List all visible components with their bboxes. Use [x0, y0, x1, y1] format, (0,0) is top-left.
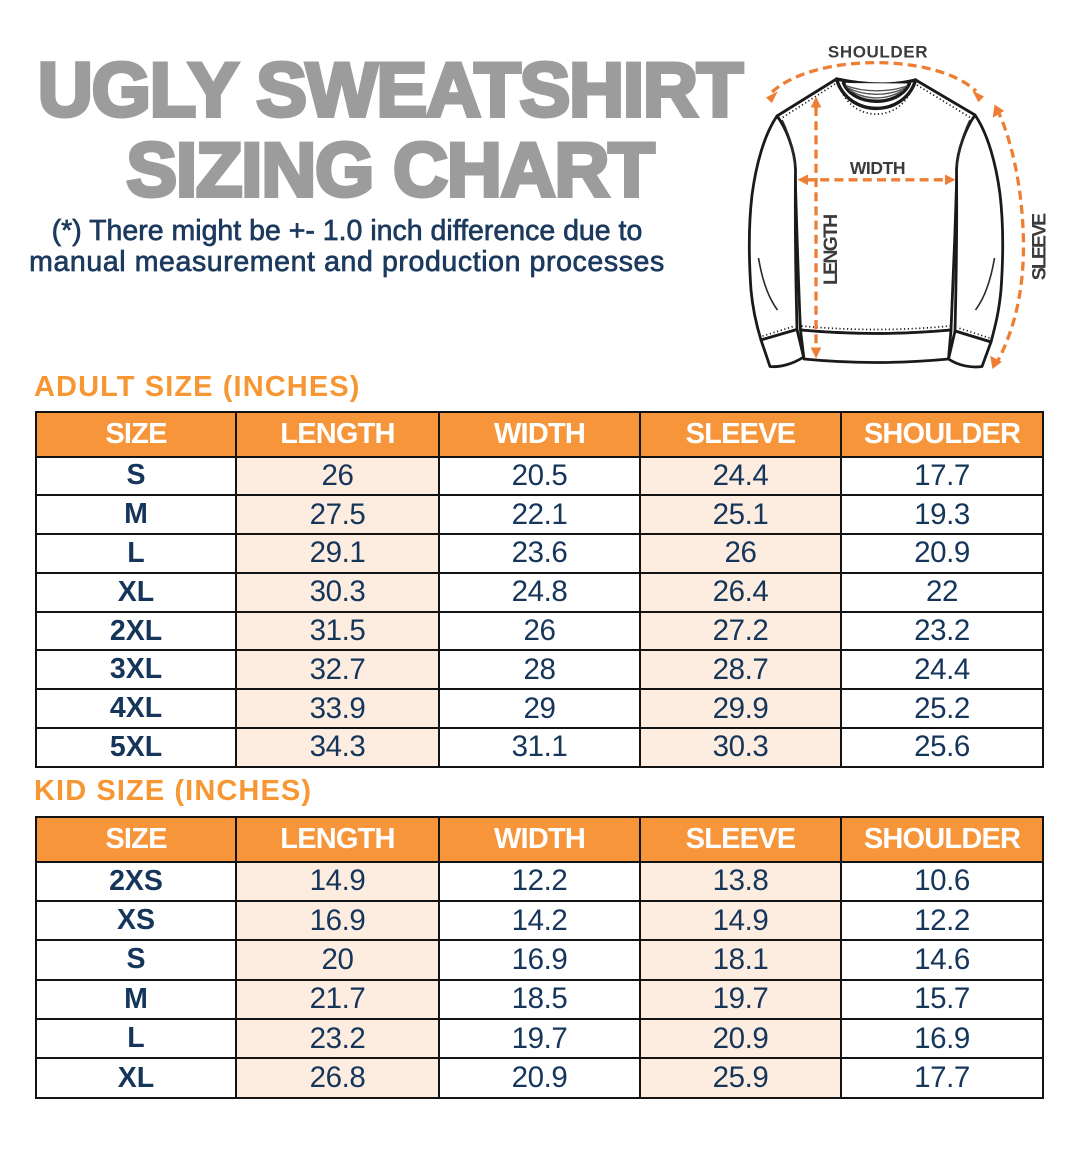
svg-text:LENGTH: LENGTH [820, 215, 842, 285]
svg-text:SLEEVE: SLEEVE [1029, 213, 1051, 280]
svg-text:WIDTH: WIDTH [850, 158, 905, 178]
svg-text:SHOULDER: SHOULDER [828, 43, 928, 62]
